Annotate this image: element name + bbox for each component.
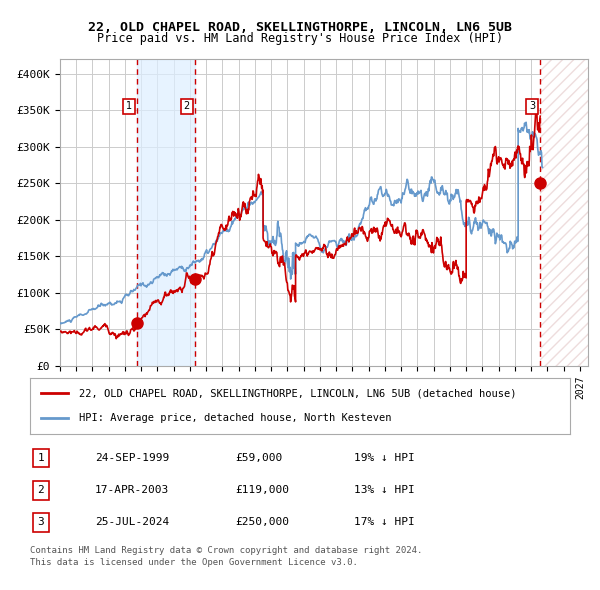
Text: 2: 2: [37, 485, 44, 495]
Text: 1: 1: [125, 101, 132, 112]
Bar: [137, 59, 194, 366]
Text: 3: 3: [37, 517, 44, 527]
Text: 22, OLD CHAPEL ROAD, SKELLINGTHORPE, LINCOLN, LN6 5UB: 22, OLD CHAPEL ROAD, SKELLINGTHORPE, LIN…: [88, 21, 512, 34]
Text: 13% ↓ HPI: 13% ↓ HPI: [354, 485, 415, 495]
Text: 17-APR-2003: 17-APR-2003: [95, 485, 169, 495]
Text: £119,000: £119,000: [235, 485, 289, 495]
Text: 3: 3: [529, 101, 535, 112]
Text: 17% ↓ HPI: 17% ↓ HPI: [354, 517, 415, 527]
Bar: [540, 59, 588, 366]
Text: £59,000: £59,000: [235, 453, 283, 463]
Bar: [540, 59, 588, 366]
Text: Price paid vs. HM Land Registry's House Price Index (HPI): Price paid vs. HM Land Registry's House …: [97, 32, 503, 45]
Text: 1: 1: [37, 453, 44, 463]
Text: HPI: Average price, detached house, North Kesteven: HPI: Average price, detached house, Nort…: [79, 413, 391, 423]
Text: 24-SEP-1999: 24-SEP-1999: [95, 453, 169, 463]
Text: Contains HM Land Registry data © Crown copyright and database right 2024.: Contains HM Land Registry data © Crown c…: [30, 546, 422, 555]
Text: This data is licensed under the Open Government Licence v3.0.: This data is licensed under the Open Gov…: [30, 558, 358, 566]
Text: 19% ↓ HPI: 19% ↓ HPI: [354, 453, 415, 463]
Text: 25-JUL-2024: 25-JUL-2024: [95, 517, 169, 527]
Text: 2: 2: [184, 101, 190, 112]
Text: £250,000: £250,000: [235, 517, 289, 527]
Text: 22, OLD CHAPEL ROAD, SKELLINGTHORPE, LINCOLN, LN6 5UB (detached house): 22, OLD CHAPEL ROAD, SKELLINGTHORPE, LIN…: [79, 388, 516, 398]
